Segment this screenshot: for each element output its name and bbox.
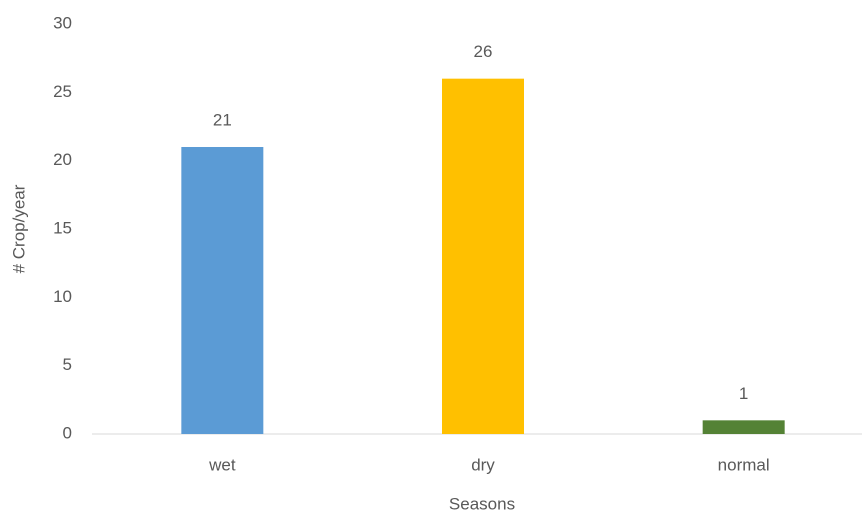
y-tick-label: 0 xyxy=(63,423,72,442)
x-tick-label: normal xyxy=(718,455,770,474)
y-tick-label: 10 xyxy=(53,287,72,306)
x-tick-label: wet xyxy=(208,455,236,474)
y-tick-label: 20 xyxy=(53,150,72,169)
data-label: 1 xyxy=(739,384,748,403)
data-label: 26 xyxy=(474,42,493,61)
x-tick-label: dry xyxy=(471,455,495,474)
bar xyxy=(181,147,264,434)
y-tick-label: 25 xyxy=(53,82,72,101)
data-label: 21 xyxy=(213,110,232,129)
y-tick-label: 5 xyxy=(63,355,72,374)
bar xyxy=(702,420,785,434)
x-axis-label: Seasons xyxy=(449,494,515,513)
y-axis-label: # Crop/year xyxy=(9,184,28,273)
y-tick-label: 15 xyxy=(53,218,72,237)
y-tick-label: 30 xyxy=(53,13,72,32)
bar xyxy=(442,78,524,435)
